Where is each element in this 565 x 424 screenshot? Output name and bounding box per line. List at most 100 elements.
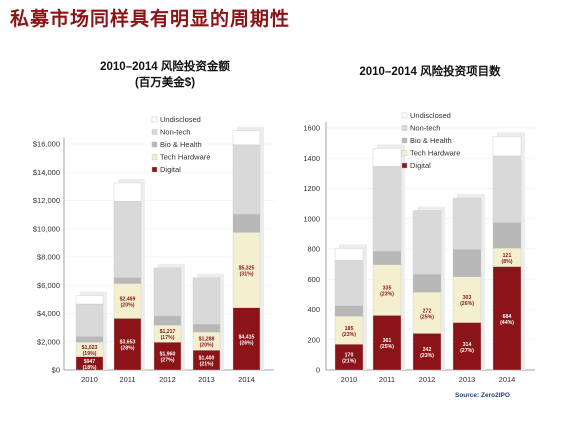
data-label: (19%) xyxy=(83,351,97,357)
bar-non-tech-2011 xyxy=(113,201,142,278)
y-tick-label: $12,000 xyxy=(33,196,60,205)
bar-digital-2014 xyxy=(232,307,261,371)
data-label: $3,653 xyxy=(120,340,136,346)
data-label: (27%) xyxy=(460,348,474,354)
y-tick-label: 1000 xyxy=(303,214,320,223)
data-label: 242 xyxy=(423,347,432,353)
y-tick-label: 800 xyxy=(307,245,320,254)
legend-swatch xyxy=(151,166,158,173)
data-label: (25%) xyxy=(420,314,434,320)
bar-tech-hardware-2011 xyxy=(372,264,402,316)
page-title: 私募市场同样具有明显的周期性 xyxy=(10,8,291,30)
y-tick-label: $6,000 xyxy=(37,281,60,290)
source-note: Source: Zero2IPO xyxy=(455,392,510,399)
data-label: (20%) xyxy=(200,343,214,349)
bar-bio-health-2014 xyxy=(492,222,522,249)
data-label: (21%) xyxy=(200,362,214,368)
data-label: (18%) xyxy=(83,365,97,371)
data-label: (44%) xyxy=(500,320,514,326)
bar-undisclosed-2011 xyxy=(372,148,402,167)
data-label: 185 xyxy=(345,326,354,332)
bar-undisclosed-2010 xyxy=(334,248,364,261)
data-label: 684 xyxy=(503,314,512,320)
data-label: $1,960 xyxy=(160,352,176,358)
data-label: (23%) xyxy=(420,353,434,359)
data-label: 361 xyxy=(383,338,392,344)
data-label: (26%) xyxy=(240,340,254,346)
legend-label: Digital xyxy=(160,165,181,174)
data-label: (26%) xyxy=(460,301,474,307)
bar-tech-hardware-2011 xyxy=(113,283,142,319)
bar-digital-2013 xyxy=(452,322,482,371)
bar-bio-health-2011 xyxy=(372,250,402,265)
x-tick-label: 2011 xyxy=(379,375,395,384)
bar-undisclosed-2010 xyxy=(75,295,104,305)
data-label: (8%) xyxy=(502,259,513,265)
data-label: $1,400 xyxy=(199,356,215,362)
data-label: $1,023 xyxy=(82,345,98,351)
bar-bio-health-2013 xyxy=(192,324,221,333)
data-label: $4,415 xyxy=(239,334,255,340)
chart-2: 0 200 400 600 800 1000 1200 1400 1600 170(21%) 185… xyxy=(303,111,535,384)
bar-digital-2014 xyxy=(492,266,522,371)
y-tick-label: 200 xyxy=(307,335,320,344)
legend-label: Digital xyxy=(410,161,431,170)
x-tick-label: 2013 xyxy=(198,375,215,384)
y-tick-label: $14,000 xyxy=(33,168,60,177)
bar-non-tech-2012 xyxy=(412,210,442,275)
bar-non-tech-2013 xyxy=(192,277,221,325)
y-tick-label: $8,000 xyxy=(37,253,60,262)
legend-label: Undisclosed xyxy=(160,115,201,124)
y-tick-label: $16,000 xyxy=(33,140,60,149)
bar-digital-2011 xyxy=(113,318,142,371)
chart1-title: 2010–2014 风险投资金额 xyxy=(100,61,230,73)
x-tick-label: 2013 xyxy=(459,375,476,384)
chart1-subtitle: (百万美金$) xyxy=(134,77,196,89)
bar-tech-hardware-2012 xyxy=(412,292,442,334)
data-label: (28%) xyxy=(121,346,135,352)
bar-non-tech-2010 xyxy=(334,260,364,306)
bar-bio-health-2012 xyxy=(412,273,442,293)
data-label: 170 xyxy=(345,353,354,359)
y-tick-label: $4,000 xyxy=(37,309,60,318)
legend-swatch xyxy=(401,112,408,119)
data-label: (17%) xyxy=(161,335,175,341)
y-tick-label: 1600 xyxy=(303,124,320,133)
data-label: (27%) xyxy=(161,358,175,364)
data-label: $2,469 xyxy=(120,296,136,302)
data-label: (20%) xyxy=(121,302,135,308)
bar-non-tech-2012 xyxy=(153,267,182,317)
legend-label: Bio & Health xyxy=(410,136,452,145)
bar-non-tech-2014 xyxy=(492,155,522,223)
bar-non-tech-2011 xyxy=(372,166,402,252)
y-tick-label: $2,000 xyxy=(37,337,60,346)
bar-bio-health-2011 xyxy=(113,277,142,284)
y-tick-label: 0 xyxy=(316,366,320,375)
y-tick-label: $10,000 xyxy=(33,224,60,233)
bar-bio-health-2014 xyxy=(232,213,261,233)
legend-label: Non-tech xyxy=(410,124,440,133)
legend-swatch xyxy=(151,154,158,160)
x-tick-label: 2010 xyxy=(81,375,98,384)
x-tick-label: 2012 xyxy=(419,375,436,384)
legend-label: Tech Hardware xyxy=(410,149,460,158)
bar-undisclosed-2014 xyxy=(232,130,261,146)
data-label: (31%) xyxy=(240,272,254,278)
data-label: $947 xyxy=(84,359,96,365)
bar-tech-hardware-2010 xyxy=(334,316,364,345)
legend-label: Non-tech xyxy=(160,128,190,137)
x-tick-label: 2010 xyxy=(341,375,358,384)
bar-digital-2012 xyxy=(412,333,442,371)
legend-swatch xyxy=(401,125,408,131)
data-label: 303 xyxy=(463,295,472,301)
legend-label: Bio & Health xyxy=(160,140,202,149)
data-label: $1,288 xyxy=(199,337,215,343)
bar-non-tech-2014 xyxy=(232,144,261,215)
y-tick-label: 1400 xyxy=(303,154,320,163)
legend-swatch xyxy=(401,137,408,144)
bar-tech-hardware-2014 xyxy=(232,232,261,308)
y-tick-label: $0 xyxy=(52,366,60,375)
bar-undisclosed-2014 xyxy=(492,136,522,157)
legend-swatch xyxy=(151,116,158,123)
